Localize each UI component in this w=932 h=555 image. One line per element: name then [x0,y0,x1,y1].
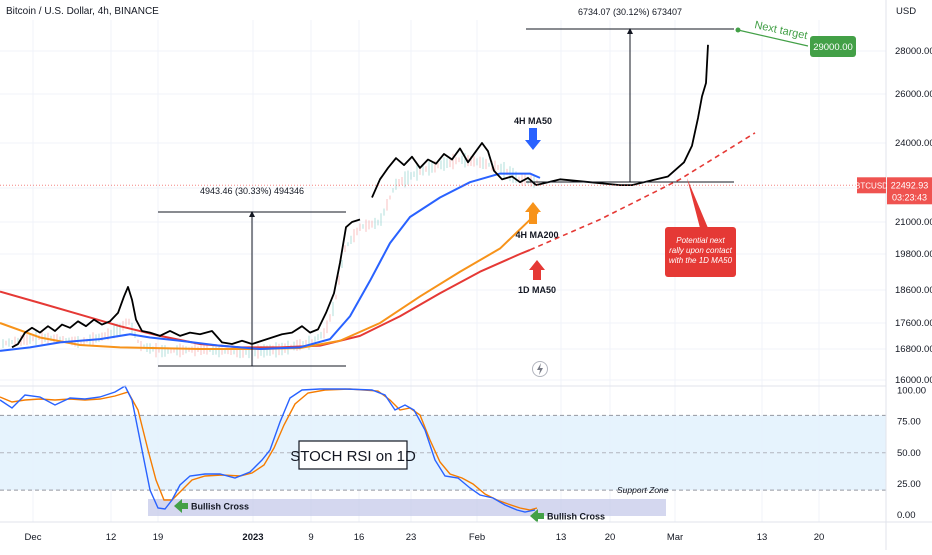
bullish-cross-label: Bullish Cross [547,512,605,522]
ma200-4h-line [0,211,539,350]
time-tick-label: 20 [605,532,616,543]
bullish-cross-1: Bullish Cross [174,499,249,513]
price-tick-label: 16800.00 [895,344,932,355]
price-tick-label: 16000.00 [895,375,932,386]
candles [2,152,538,360]
ma50-4h-label: 4H MA50 [514,116,552,126]
target-badge-label: 29000.00 [813,42,853,53]
symbol-badge [857,177,886,194]
ma50-1d-arrow [529,260,545,280]
bullish-cross-label: Bullish Cross [191,502,249,512]
target-connector [737,29,809,47]
osc-tick-label: 100.00 [897,386,926,397]
price-tick-label: 28000.00 [895,46,932,57]
ma50-1d-projection [529,132,756,251]
callout-line: with the 1D MA50 [669,256,733,265]
time-tick-label: 20 [814,532,825,543]
price-tick-label: 24000.00 [895,138,932,149]
countdown-label: 03:23:43 [892,192,927,202]
time-tick-label: 13 [757,532,768,543]
annotations: 4943.46 (30.33%) 494346 6734.07 (30.12%) … [158,7,856,377]
time-tick-label: Feb [469,532,485,543]
price-projection [535,44,709,186]
support-zone-label: Support Zone [617,485,669,495]
price-line-1 [11,218,361,349]
stoch-k-line [0,385,536,513]
ma50-4h-line [0,172,541,352]
price-tick-label: 19800.00 [895,249,932,260]
time-tick-label: 13 [556,532,567,543]
time-tick-label: Dec [25,532,42,543]
ma50-4h-arrow [525,128,541,150]
ma200-4h-label: 4H MA200 [515,230,558,240]
time-tick-label: 12 [106,532,117,543]
measure-1-label: 4943.46 (30.33%) 494346 [200,186,304,196]
time-tick-label: Mar [667,532,683,543]
time-tick-label: 19 [153,532,164,543]
time-tick-label: 9 [308,532,313,543]
currency-label: USD [896,6,916,17]
ma200-4h-arrow [525,202,541,224]
price-badge-label: 22492.93 [891,180,929,190]
target-badge [810,36,856,57]
lightning-glyph [537,363,543,375]
callout-line: rally upon contact [669,246,732,255]
price-lines [0,44,886,352]
time-tick-label: 2023 [242,532,263,543]
bullish-cross-arrow [174,499,188,513]
time-tick-label: 16 [354,532,365,543]
osc-tick-label: 50.00 [897,448,921,459]
osc-tick-label: 25.00 [897,479,921,490]
ma50-1d-line [0,248,531,349]
osc-tick-label: 0.00 [897,510,916,521]
callout-line: Potential next [676,236,725,245]
time-tick-label: 23 [406,532,417,543]
chart-title: Bitcoin / U.S. Dollar, 4h, BINANCE [6,6,159,17]
osc-tick-label: 75.00 [897,417,921,428]
stoch-title: STOCH RSI on 1D [290,448,416,465]
price-tick-label: 17600.00 [895,318,932,329]
price-badge [887,177,932,205]
price-tick-label: 26000.00 [895,89,932,100]
bullish-cross-2: Bullish Cross [530,509,605,523]
callout-pointer [687,178,708,228]
price-tick-label: 18600.00 [895,285,932,296]
symbol-badge-label: BTCUSD [855,181,888,190]
stoch-rsi-lines: STOCH RSI on 1D Bullish Cross Bullish Cros… [0,385,605,523]
price-line-2 [371,142,537,198]
callout-box [665,227,736,277]
bullish-cross-arrow [530,509,544,523]
price-tick-label: 21000.00 [895,217,932,228]
measure-2-label: 6734.07 (30.12%) 673407 [578,7,682,17]
stoch-title-box [298,440,408,470]
ma50-1d-label: 1D MA50 [518,285,556,295]
stoch-d-line [0,388,538,511]
